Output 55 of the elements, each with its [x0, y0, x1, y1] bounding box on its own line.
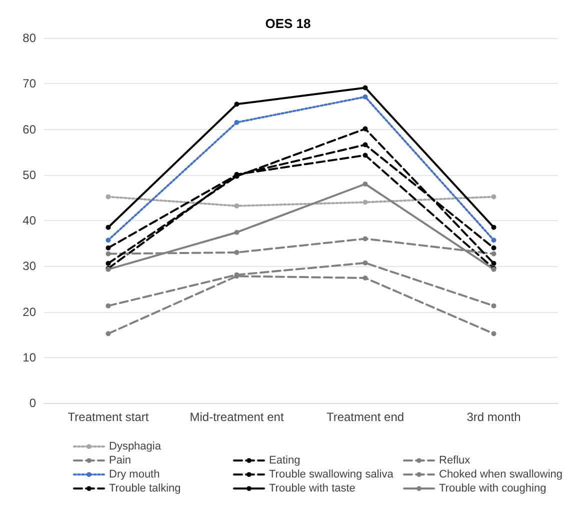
x-tick-label: 3rd month	[466, 410, 521, 424]
point	[106, 194, 111, 200]
y-tick-label: 0	[29, 396, 36, 410]
point	[234, 120, 240, 125]
point	[234, 203, 240, 208]
point	[106, 260, 111, 266]
point	[106, 251, 111, 256]
point	[106, 238, 111, 243]
point	[362, 275, 368, 280]
point	[362, 152, 368, 158]
point	[106, 303, 111, 308]
point	[362, 200, 368, 205]
point	[362, 85, 368, 90]
point	[362, 94, 368, 100]
point	[106, 331, 111, 336]
x-tick-label: Mid-treatment ent	[190, 410, 284, 424]
y-tick-label: 40	[22, 214, 36, 228]
point	[106, 245, 111, 250]
y-tick-label: 30	[22, 259, 36, 274]
legend-label: Trouble talking	[109, 482, 181, 494]
x-tick-label: Treatment end	[326, 410, 404, 424]
y-tick-label: 10	[22, 350, 36, 364]
point	[491, 245, 496, 250]
legend-label: Trouble with coughing	[439, 482, 546, 494]
point	[491, 224, 496, 230]
legend-label: Reflux	[439, 454, 471, 466]
x-tick-label: Treatment start	[68, 410, 150, 424]
legend-label: Choked when swallowing	[439, 468, 563, 480]
y-tick-label: 80	[22, 31, 36, 45]
point	[234, 250, 240, 255]
point	[362, 182, 368, 186]
y-tick-label: 50	[22, 168, 36, 182]
y-tick-label: 20	[22, 304, 36, 319]
y-tick-label: 60	[22, 122, 36, 136]
legend-label: Eating	[269, 454, 300, 466]
point	[362, 142, 368, 148]
point	[234, 102, 240, 107]
point	[362, 260, 368, 266]
y-tick-label: 70	[22, 76, 36, 91]
point	[491, 303, 496, 308]
legend-label: Trouble with taste	[269, 482, 356, 494]
legend-label: Pain	[109, 454, 132, 466]
legend-label: Dry mouth	[109, 468, 160, 480]
point	[491, 238, 496, 243]
legend-label: Dysphagia	[109, 440, 162, 452]
point	[491, 260, 496, 266]
point	[491, 251, 496, 256]
legend-label: Trouble swallowing saliva	[269, 468, 394, 480]
point	[362, 126, 368, 132]
point	[491, 331, 496, 336]
point	[491, 194, 496, 200]
point	[106, 224, 111, 230]
chart-title: OES 18	[265, 16, 311, 31]
point	[234, 230, 240, 235]
point	[362, 236, 368, 242]
